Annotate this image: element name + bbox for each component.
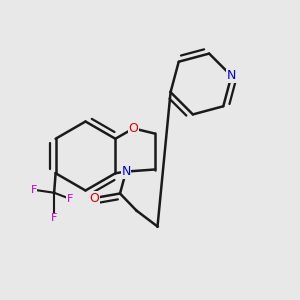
Text: F: F [67, 194, 73, 204]
Text: F: F [31, 185, 37, 195]
Text: N: N [227, 69, 236, 82]
Text: O: O [90, 191, 99, 205]
Text: O: O [129, 122, 138, 135]
Text: N: N [121, 165, 131, 178]
Text: F: F [51, 213, 57, 223]
